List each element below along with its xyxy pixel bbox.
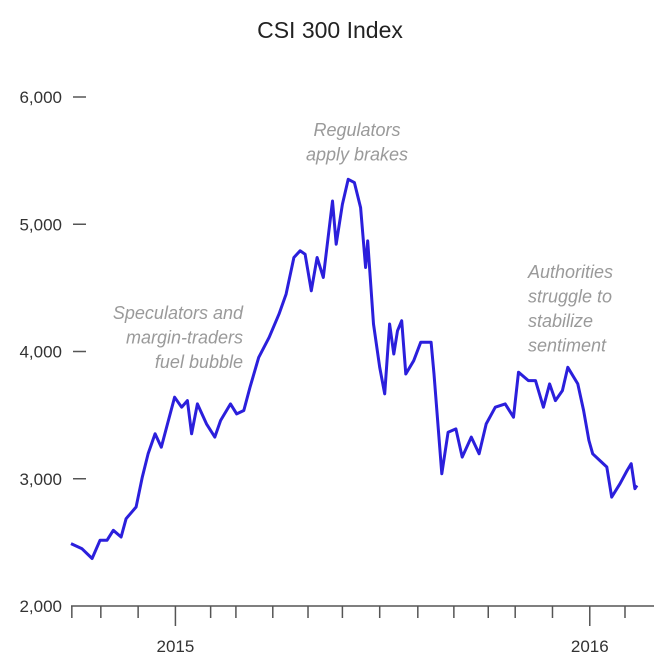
annotation-line: fuel bubble (155, 352, 243, 372)
annotation-line: Authorities (527, 262, 613, 282)
series-line-csi300 (70, 177, 639, 560)
y-axis: 6,000 5,000 4,000 3,000 2,000 (19, 88, 86, 616)
annotation-line: stabilize (528, 311, 593, 331)
y-tick-label: 6,000 (19, 88, 62, 107)
y-tick-label: 5,000 (19, 215, 62, 234)
annotation-line: Regulators (313, 120, 400, 140)
annotation-line: sentiment (528, 336, 607, 356)
x-tick-label: 2015 (157, 637, 195, 656)
x-tick-label: 2016 (571, 637, 609, 656)
chart-title: CSI 300 Index (257, 17, 403, 43)
y-tick-label: 2,000 (19, 597, 62, 616)
annotation-line: Speculators and (113, 303, 244, 323)
annotation-line: struggle to (528, 287, 612, 307)
y-tick-label: 3,000 (19, 470, 62, 489)
annotation-line: margin-traders (126, 328, 243, 348)
annotations: Regulators apply brakes Speculators and mar… (113, 120, 613, 372)
annotation-line: apply brakes (306, 145, 408, 165)
y-tick-label: 4,000 (19, 343, 62, 362)
x-axis: 2015 2016 (71, 605, 654, 656)
